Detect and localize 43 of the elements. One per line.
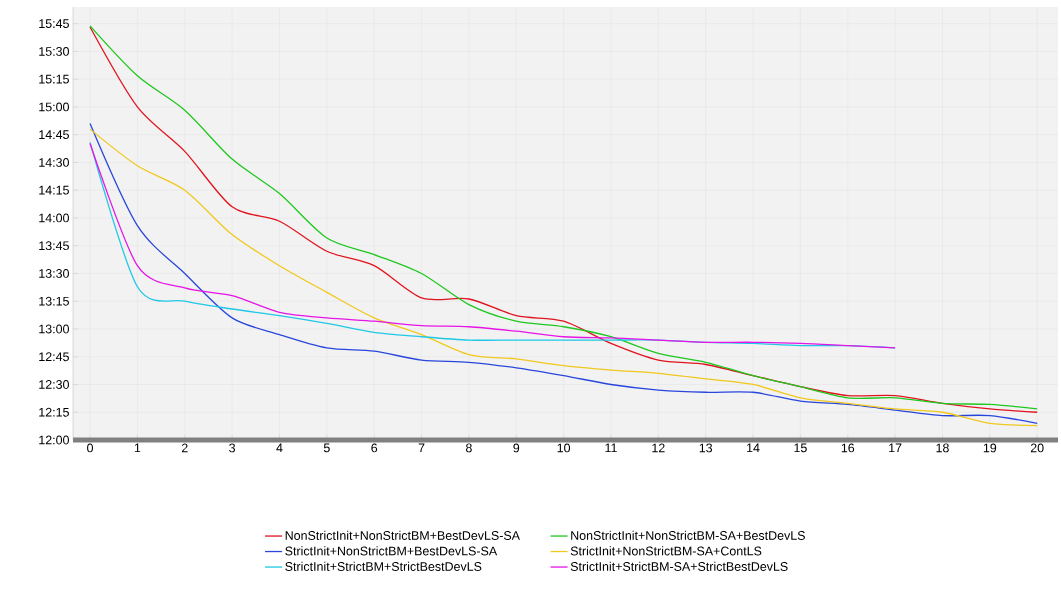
y-tick-label: 12:30 xyxy=(39,380,69,389)
x-tick-label: 12 xyxy=(652,443,665,453)
x-tick-label: 14 xyxy=(747,443,760,453)
x-tick-label: 11 xyxy=(605,443,617,453)
y-tick-label: 13:45 xyxy=(39,241,69,251)
y-tick-label: 14:30 xyxy=(39,158,69,167)
y-tick-label: 14:15 xyxy=(39,185,69,195)
y-tick-label: 12:45 xyxy=(39,352,69,362)
y-tick-label: 15:45 xyxy=(39,19,69,28)
y-tick-label: 13:15 xyxy=(39,296,69,306)
x-tick-label: 8 xyxy=(465,443,472,453)
x-tick-label: 2 xyxy=(181,443,188,453)
x-tick-label: 4 xyxy=(276,443,283,453)
x-tick-label: 15 xyxy=(794,443,807,453)
x-tick-label: 6 xyxy=(371,443,378,453)
legend-label: NonStrictInit+NonStrictBM-SA+BestDevLS xyxy=(571,530,805,540)
x-tick-label: 18 xyxy=(936,443,949,453)
legend-label: NonStrictInit+NonStrictBM+BestDevLS-SA xyxy=(285,530,520,540)
y-tick-label: 14:45 xyxy=(39,130,69,140)
legend-label: StrictInit+NonStrictBM-SA+ContLS xyxy=(570,546,762,556)
x-tick-label: 10 xyxy=(557,443,571,453)
x-tick-label: 9 xyxy=(513,443,520,453)
x-tick-label: 3 xyxy=(229,443,236,453)
legend-label: StrictInit+StrictBM-SA+StrictBestDevLS xyxy=(570,561,788,571)
x-tick-label: 20 xyxy=(1030,443,1044,453)
x-tick-label: 17 xyxy=(889,443,902,453)
y-tick-label: 13:30 xyxy=(39,269,69,278)
y-tick-label: 13:00 xyxy=(39,324,69,334)
x-tick-label: 13 xyxy=(699,443,713,453)
y-tick-label: 15:30 xyxy=(39,47,69,56)
x-tick-label: 0 xyxy=(87,443,94,453)
y-tick-label: 12:15 xyxy=(39,407,69,417)
y-tick-label: 15:15 xyxy=(39,74,69,84)
x-tick-label: 16 xyxy=(841,443,855,453)
x-tick-label: 7 xyxy=(418,443,425,453)
x-tick-label: 1 xyxy=(134,443,141,453)
legend-label: StrictInit+NonStrictBM+BestDevLS-SA xyxy=(285,546,498,556)
y-tick-label: 15:00 xyxy=(39,102,69,112)
y-tick-label: 14:00 xyxy=(39,213,69,223)
x-tick-label: 5 xyxy=(323,443,330,453)
x-tick-label: 19 xyxy=(983,443,997,453)
legend-label: StrictInit+StrictBM+StrictBestDevLS xyxy=(285,561,482,571)
y-tick-label: 12:00 xyxy=(39,435,69,445)
